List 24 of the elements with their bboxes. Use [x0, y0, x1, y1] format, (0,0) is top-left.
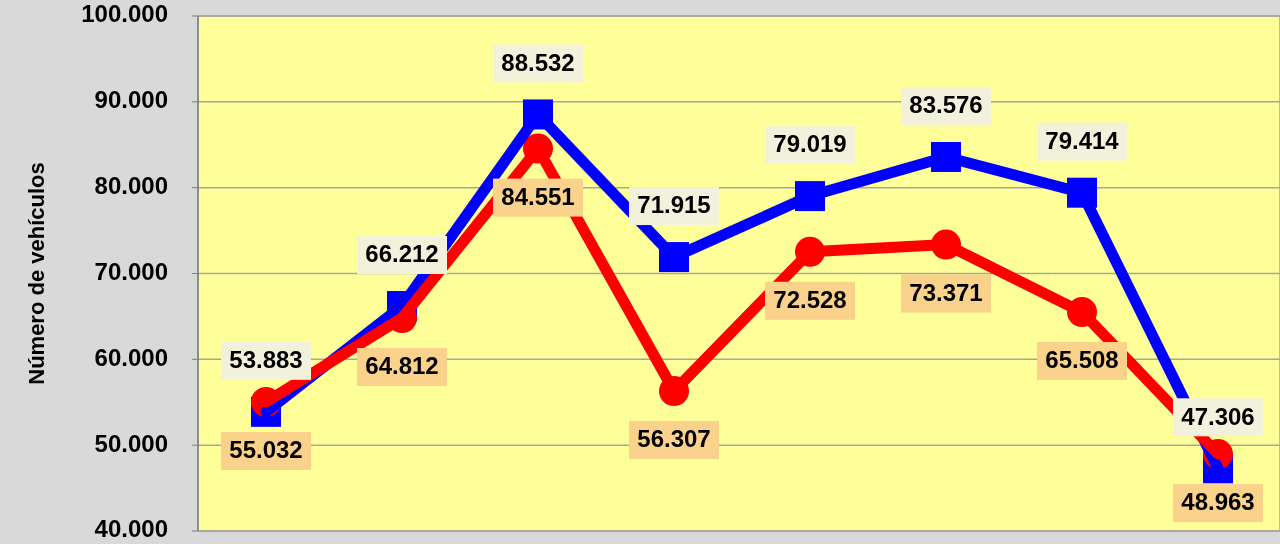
data-label: 55.032: [229, 436, 303, 464]
data-label: 56.307: [637, 425, 711, 453]
data-label: 66.212: [365, 240, 439, 268]
data-label: 65.508: [1045, 346, 1119, 374]
data-label: 73.371: [909, 278, 983, 306]
data-label: 48.963: [1181, 488, 1255, 516]
data-label: 47.306: [1181, 402, 1255, 430]
data-label: 79.019: [773, 130, 847, 158]
y-axis-title: Número de vehículos: [23, 162, 49, 385]
y-tick-label: 80.000: [94, 172, 168, 200]
data-label: 88.532: [501, 48, 575, 76]
data-label: 64.812: [365, 352, 439, 380]
data-label: 83.576: [909, 91, 983, 119]
y-tick-label: 100.000: [81, 0, 168, 28]
y-tick-label: 70.000: [94, 257, 168, 285]
data-label: 79.414: [1045, 127, 1120, 155]
data-label: 53.883: [229, 346, 303, 374]
y-tick-label: 60.000: [94, 343, 168, 371]
data-label: 71.915: [637, 191, 711, 219]
y-tick-label: 50.000: [94, 429, 168, 457]
data-label: 84.551: [501, 182, 575, 210]
data-label: 72.528: [773, 286, 847, 314]
y-tick-label: 40.000: [94, 515, 168, 543]
y-tick-label: 90.000: [94, 86, 168, 114]
